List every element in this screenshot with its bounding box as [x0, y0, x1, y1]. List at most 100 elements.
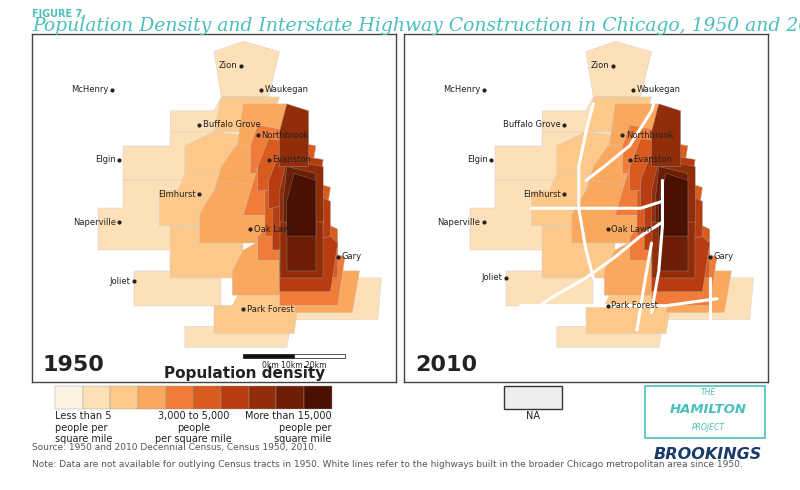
- Text: Joliet: Joliet: [110, 277, 130, 286]
- Polygon shape: [651, 222, 695, 278]
- Text: HAMILTON: HAMILTON: [670, 403, 746, 416]
- Text: Park Forest: Park Forest: [611, 301, 658, 310]
- Text: 2010: 2010: [415, 355, 477, 375]
- Polygon shape: [531, 173, 604, 225]
- Polygon shape: [214, 285, 302, 334]
- Polygon shape: [659, 222, 688, 271]
- Polygon shape: [236, 104, 286, 156]
- Bar: [276, 386, 304, 409]
- Polygon shape: [666, 271, 732, 313]
- Polygon shape: [199, 180, 272, 243]
- Polygon shape: [542, 97, 641, 146]
- Text: Oak Lawn: Oak Lawn: [611, 224, 653, 234]
- Polygon shape: [279, 222, 323, 278]
- FancyBboxPatch shape: [646, 386, 765, 438]
- Polygon shape: [651, 104, 681, 167]
- Polygon shape: [279, 104, 309, 167]
- Text: Northbrook: Northbrook: [262, 131, 309, 140]
- Bar: [166, 386, 194, 409]
- Polygon shape: [586, 41, 651, 97]
- Text: 1950: 1950: [43, 355, 105, 375]
- Text: Population Density and Interstate Highway Construction in Chicago, 1950 and 2010: Population Density and Interstate Highwa…: [32, 17, 800, 35]
- Text: 3,000 to 5,000
people
per square mile: 3,000 to 5,000 people per square mile: [155, 411, 232, 444]
- Polygon shape: [134, 250, 222, 306]
- Polygon shape: [214, 146, 279, 191]
- Text: Gary: Gary: [714, 252, 734, 262]
- Polygon shape: [272, 195, 330, 250]
- Polygon shape: [258, 208, 323, 261]
- Polygon shape: [214, 41, 279, 97]
- Polygon shape: [586, 285, 674, 334]
- Text: Buffalo Grove: Buffalo Grove: [203, 120, 261, 129]
- Polygon shape: [170, 225, 243, 278]
- Text: Zion: Zion: [219, 61, 238, 70]
- Polygon shape: [250, 125, 294, 173]
- Bar: [221, 386, 249, 409]
- Polygon shape: [586, 97, 651, 132]
- Polygon shape: [286, 222, 316, 271]
- Text: THE: THE: [700, 389, 716, 397]
- Polygon shape: [630, 208, 695, 261]
- Bar: [294, 354, 345, 358]
- Polygon shape: [294, 271, 360, 313]
- Text: Naperville: Naperville: [438, 218, 481, 227]
- Text: Elgin: Elgin: [95, 155, 116, 164]
- Polygon shape: [651, 250, 717, 306]
- Text: Buffalo Grove: Buffalo Grove: [502, 120, 561, 129]
- Text: Evanston: Evanston: [634, 155, 672, 164]
- Text: PROJECT: PROJECT: [691, 423, 725, 432]
- Text: Elmhurst: Elmhurst: [523, 190, 561, 199]
- Polygon shape: [637, 180, 702, 236]
- Polygon shape: [557, 132, 637, 180]
- Text: NA: NA: [526, 411, 540, 421]
- Polygon shape: [608, 104, 659, 156]
- Text: Zion: Zion: [591, 61, 610, 70]
- Bar: [304, 386, 331, 409]
- Text: Population density: Population density: [165, 366, 326, 381]
- Polygon shape: [659, 278, 754, 319]
- Text: McHenry: McHenry: [443, 85, 481, 95]
- Polygon shape: [232, 236, 309, 295]
- Bar: [82, 386, 110, 409]
- Polygon shape: [586, 146, 651, 191]
- Polygon shape: [286, 173, 316, 236]
- Text: BROOKINGS: BROOKINGS: [654, 447, 762, 462]
- Polygon shape: [571, 180, 644, 243]
- Bar: [194, 386, 221, 409]
- Polygon shape: [123, 132, 214, 180]
- Polygon shape: [641, 152, 695, 208]
- Polygon shape: [651, 236, 710, 292]
- Polygon shape: [185, 132, 265, 180]
- Text: Less than 5
people per
square mile: Less than 5 people per square mile: [55, 411, 113, 444]
- Polygon shape: [265, 180, 330, 236]
- Text: Gary: Gary: [342, 252, 362, 262]
- Polygon shape: [655, 167, 688, 222]
- Polygon shape: [258, 139, 316, 191]
- Polygon shape: [283, 167, 316, 222]
- Text: Joliet: Joliet: [482, 273, 502, 282]
- Bar: [243, 354, 294, 358]
- Polygon shape: [279, 160, 323, 225]
- Text: Northbrook: Northbrook: [626, 131, 674, 140]
- Text: Waukegan: Waukegan: [637, 85, 681, 95]
- Polygon shape: [615, 167, 681, 215]
- Polygon shape: [470, 180, 557, 250]
- Text: Park Forest: Park Forest: [246, 305, 294, 314]
- Polygon shape: [495, 132, 586, 180]
- Polygon shape: [279, 236, 338, 292]
- Polygon shape: [279, 222, 338, 278]
- Text: Evanston: Evanston: [272, 155, 311, 164]
- Polygon shape: [604, 236, 681, 295]
- Polygon shape: [557, 306, 666, 347]
- Text: 0km 10km 20km: 0km 10km 20km: [262, 361, 326, 369]
- Text: Elmhurst: Elmhurst: [158, 190, 196, 199]
- Polygon shape: [286, 278, 382, 319]
- Bar: [110, 386, 138, 409]
- Text: More than 15,000
people per
square mile: More than 15,000 people per square mile: [245, 411, 331, 444]
- Polygon shape: [542, 225, 615, 278]
- Bar: [55, 386, 82, 409]
- Polygon shape: [170, 97, 269, 146]
- Polygon shape: [98, 180, 185, 250]
- Text: Source: 1950 and 2010 Decennial Census, Census 1950, 2010.: Source: 1950 and 2010 Decennial Census, …: [32, 443, 317, 452]
- Polygon shape: [651, 222, 710, 278]
